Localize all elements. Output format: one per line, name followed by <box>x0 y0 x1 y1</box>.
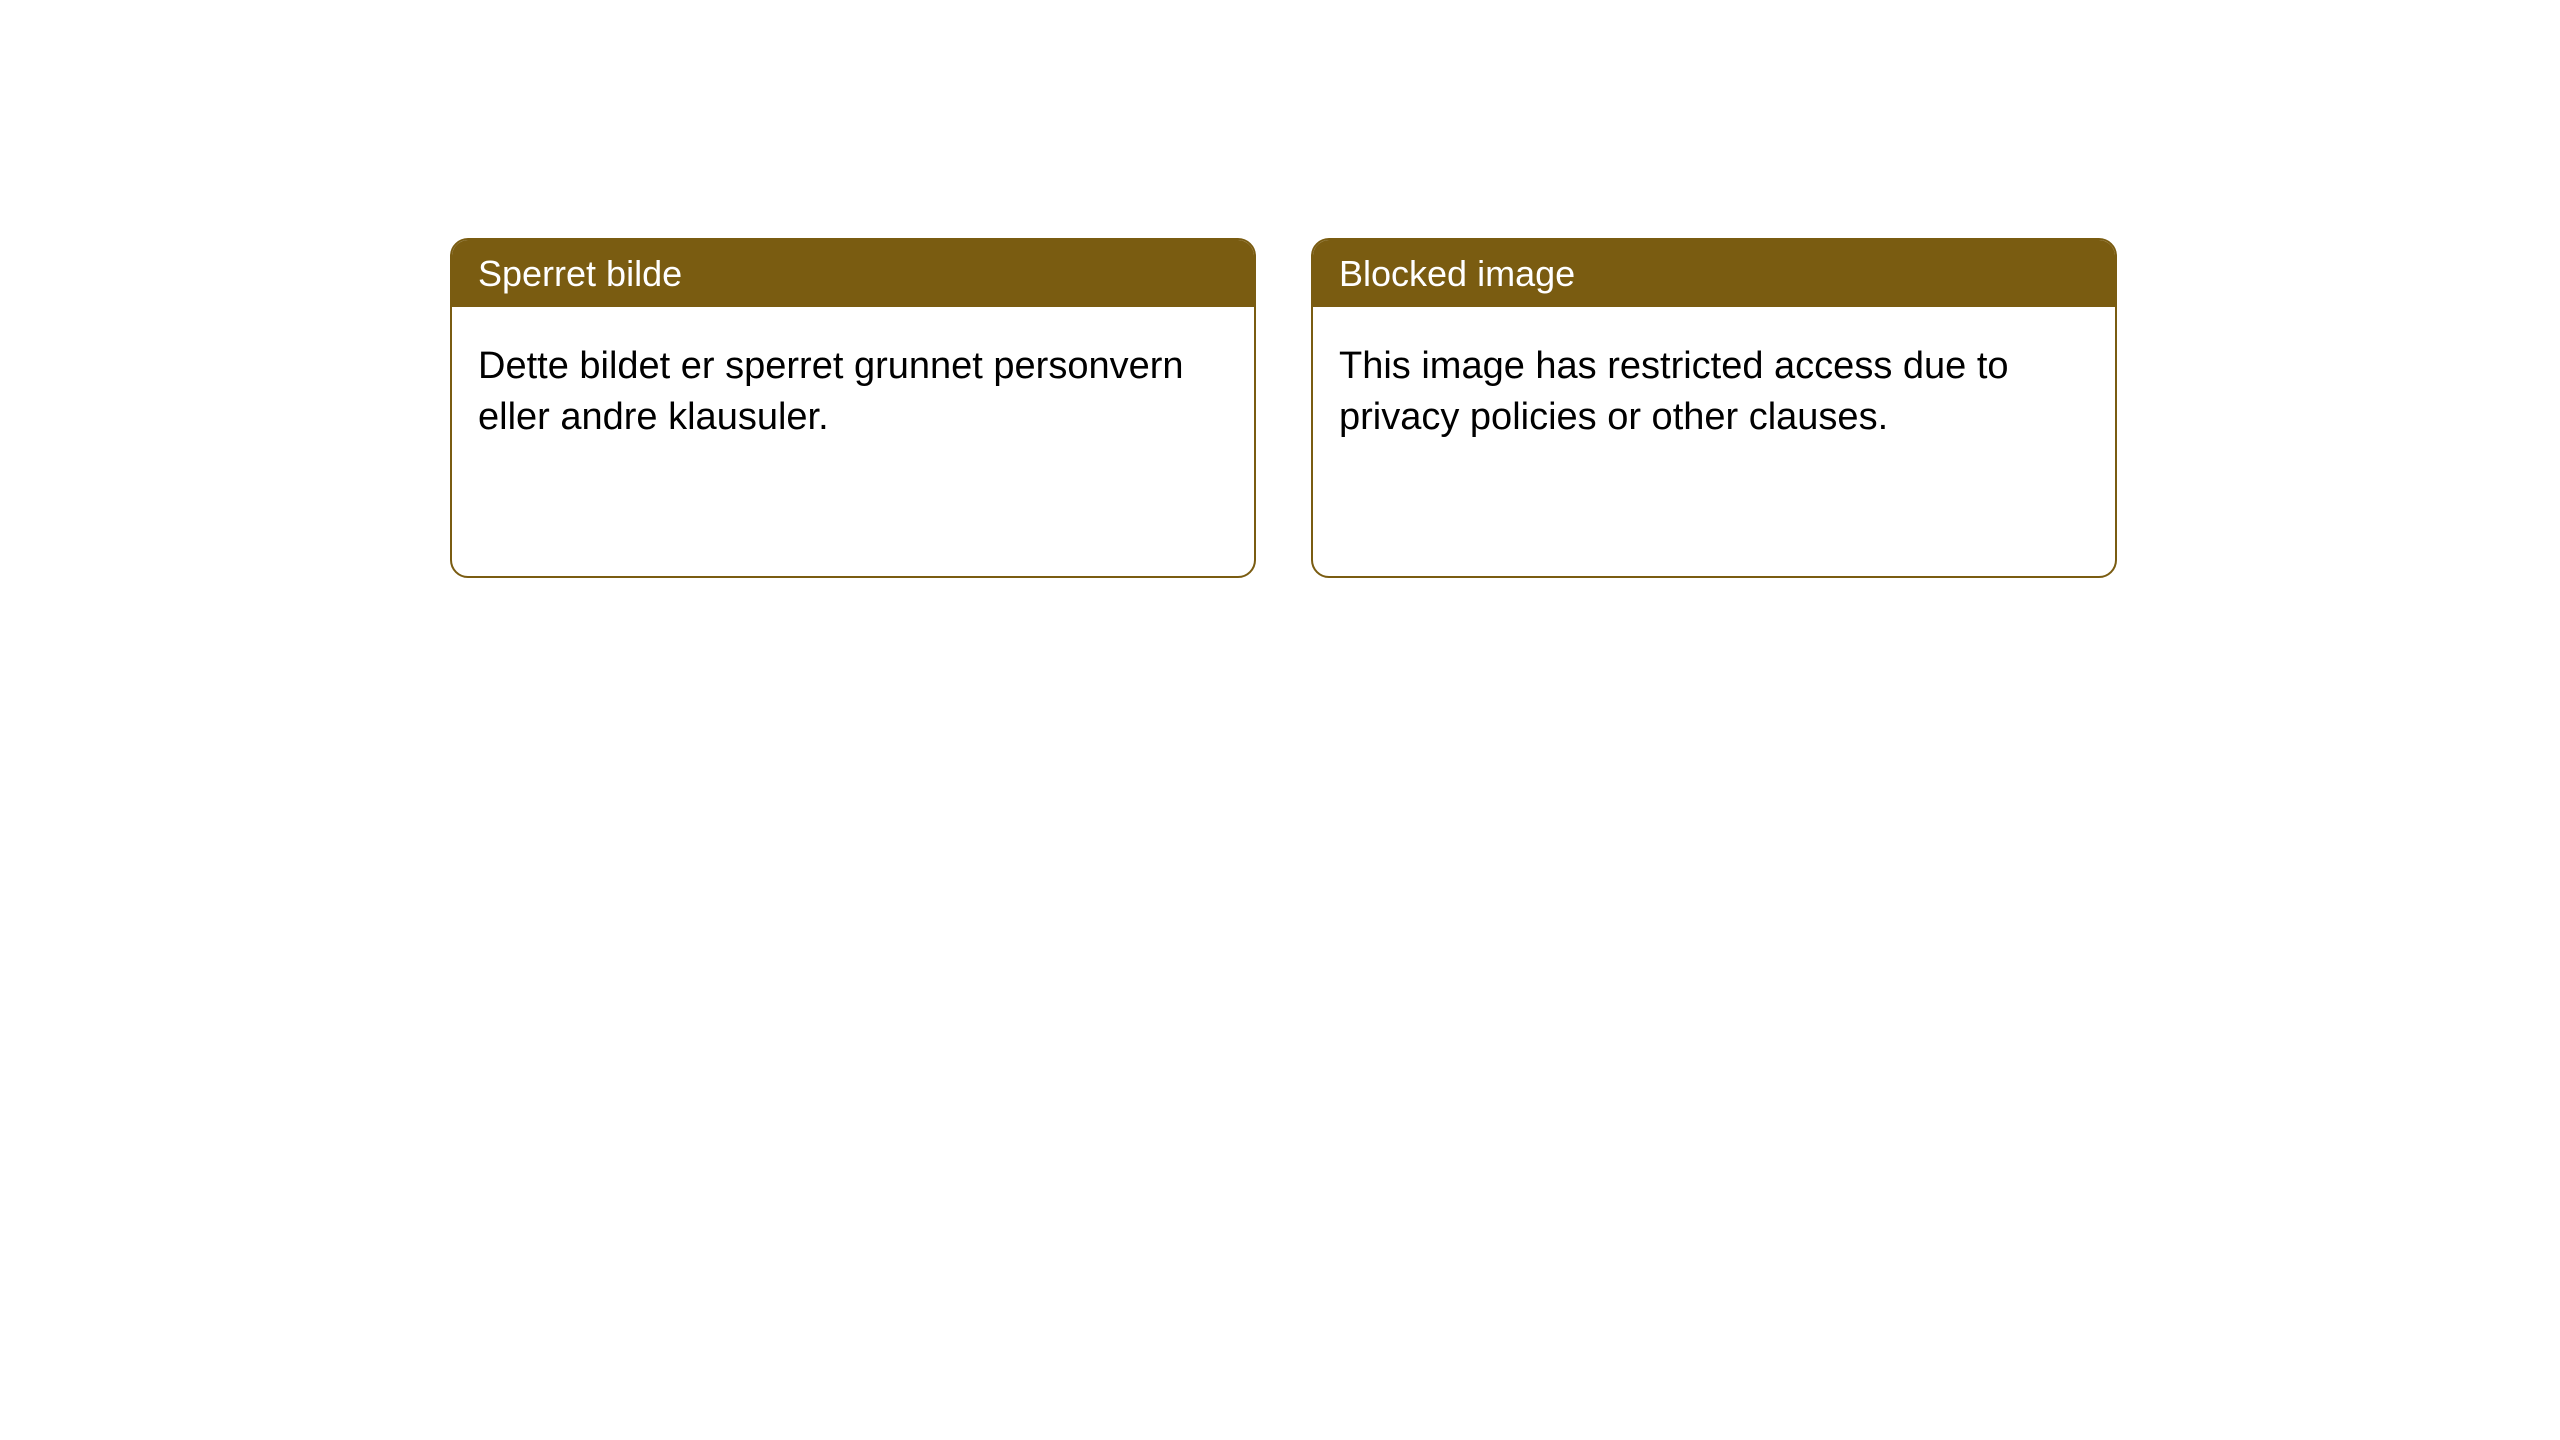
notice-title-norwegian: Sperret bilde <box>452 240 1254 307</box>
notice-card-english: Blocked image This image has restricted … <box>1311 238 2117 578</box>
notice-title-english: Blocked image <box>1313 240 2115 307</box>
notice-body-english: This image has restricted access due to … <box>1313 307 2115 478</box>
notice-card-norwegian: Sperret bilde Dette bildet er sperret gr… <box>450 238 1256 578</box>
notice-body-norwegian: Dette bildet er sperret grunnet personve… <box>452 307 1254 478</box>
notice-container: Sperret bilde Dette bildet er sperret gr… <box>450 238 2117 578</box>
